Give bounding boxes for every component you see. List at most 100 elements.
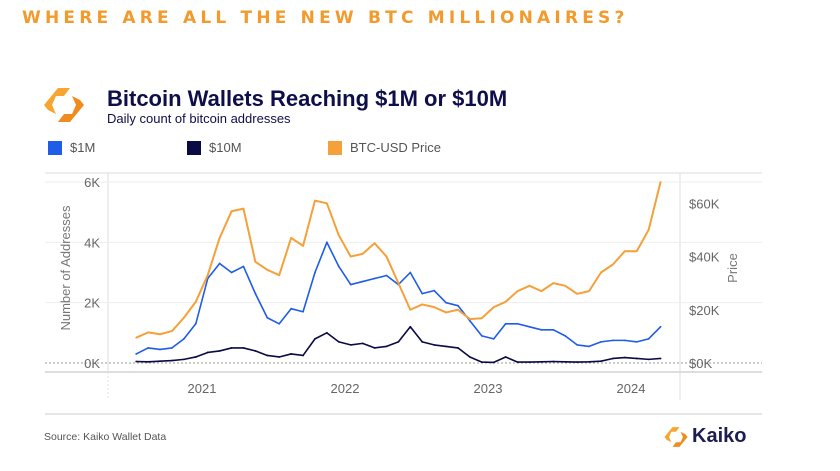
data-point — [290, 307, 293, 310]
data-point — [278, 356, 281, 358]
source-note: Source: Kaiko Wallet Data — [44, 431, 167, 443]
data-point — [480, 334, 483, 337]
data-point — [278, 322, 281, 325]
data-point — [421, 292, 424, 295]
y-tick-label: 6K — [84, 175, 100, 190]
legend-item-1m: $1M — [48, 140, 95, 155]
data-point — [159, 360, 161, 363]
data-point — [564, 360, 567, 363]
kaiko-wordmark: Kaiko — [692, 425, 747, 447]
data-point — [564, 334, 567, 337]
data-point — [147, 347, 150, 349]
data-point — [206, 351, 209, 354]
kaiko-logo-icon — [44, 86, 84, 129]
data-point — [611, 339, 614, 342]
y2-tick-label: $0K — [689, 356, 712, 371]
data-point — [385, 274, 388, 277]
data-point — [302, 310, 304, 313]
data-point — [314, 271, 316, 274]
x-tick-label: 2024 — [617, 381, 646, 396]
data-point — [159, 348, 161, 351]
data-point — [218, 262, 221, 265]
data-point — [457, 347, 459, 349]
y2-tick-label: $40K — [689, 250, 720, 265]
data-point — [576, 361, 579, 363]
data-point — [516, 322, 519, 325]
data-point — [182, 337, 185, 340]
data-point — [337, 265, 340, 268]
data-point — [516, 361, 519, 363]
data-point — [135, 360, 138, 363]
data-point — [659, 357, 662, 360]
data-point — [492, 361, 495, 364]
data-point — [397, 340, 400, 343]
data-point — [433, 344, 436, 346]
data-point — [242, 265, 245, 268]
data-point — [647, 358, 650, 361]
chart-title: Bitcoin Wallets Reaching $1M or $10M — [107, 86, 508, 111]
data-point — [349, 283, 352, 286]
y2-axis-label: Price — [725, 253, 740, 283]
data-point — [254, 350, 257, 352]
data-point — [600, 360, 602, 363]
data-point — [385, 345, 388, 348]
data-point — [611, 357, 614, 360]
series-line-10m — [136, 325, 661, 364]
data-point — [254, 292, 257, 295]
data-point — [373, 347, 376, 349]
series-line-price — [135, 181, 662, 339]
data-point — [337, 340, 340, 343]
data-point — [552, 360, 555, 363]
series-line-1m — [135, 241, 662, 355]
kaiko-brand: Kaiko — [664, 425, 746, 448]
x-tick-label: 2022 — [331, 381, 360, 396]
data-point — [468, 319, 471, 322]
data-point — [492, 337, 495, 340]
data-point — [135, 353, 138, 355]
data-point — [373, 277, 376, 280]
legend-label: $1M — [70, 140, 96, 155]
data-point — [445, 301, 447, 304]
data-point — [635, 340, 638, 343]
data-point — [361, 342, 364, 345]
data-point — [623, 356, 626, 359]
legend-swatch — [48, 140, 62, 155]
legend-swatch — [328, 140, 342, 155]
data-point — [588, 345, 590, 348]
x-tick-label: 2021 — [188, 381, 217, 396]
data-point — [504, 322, 507, 325]
data-point — [171, 347, 173, 349]
data-point — [576, 344, 579, 346]
y2-tick-label: $60K — [689, 196, 720, 211]
data-point — [266, 354, 269, 357]
data-point — [647, 337, 650, 340]
data-point — [147, 360, 150, 363]
y-axis-label: Number of Addresses — [58, 205, 73, 331]
data-point — [600, 340, 602, 343]
data-point — [504, 356, 507, 358]
x-tick-label: 2023 — [474, 381, 503, 396]
data-point — [218, 350, 221, 352]
chart-subtitle: Daily count of bitcoin addresses — [107, 111, 291, 126]
data-point — [540, 360, 543, 363]
data-point — [171, 359, 173, 362]
data-point — [528, 361, 531, 363]
data-point — [182, 358, 185, 361]
data-point — [445, 345, 447, 348]
data-point — [194, 322, 197, 325]
legend-label: BTC-USD Price — [350, 140, 442, 155]
data-point — [314, 337, 316, 340]
data-point — [528, 325, 531, 328]
data-point — [457, 304, 459, 307]
data-point — [409, 325, 412, 328]
legend-swatch — [187, 140, 201, 155]
data-point — [540, 328, 543, 331]
y-tick-label: 0K — [84, 356, 100, 371]
data-point — [468, 356, 471, 358]
data-point — [361, 280, 364, 283]
data-point — [325, 331, 328, 334]
data-point — [635, 357, 638, 360]
data-point — [409, 271, 412, 274]
y-tick-label: 4K — [84, 235, 100, 250]
